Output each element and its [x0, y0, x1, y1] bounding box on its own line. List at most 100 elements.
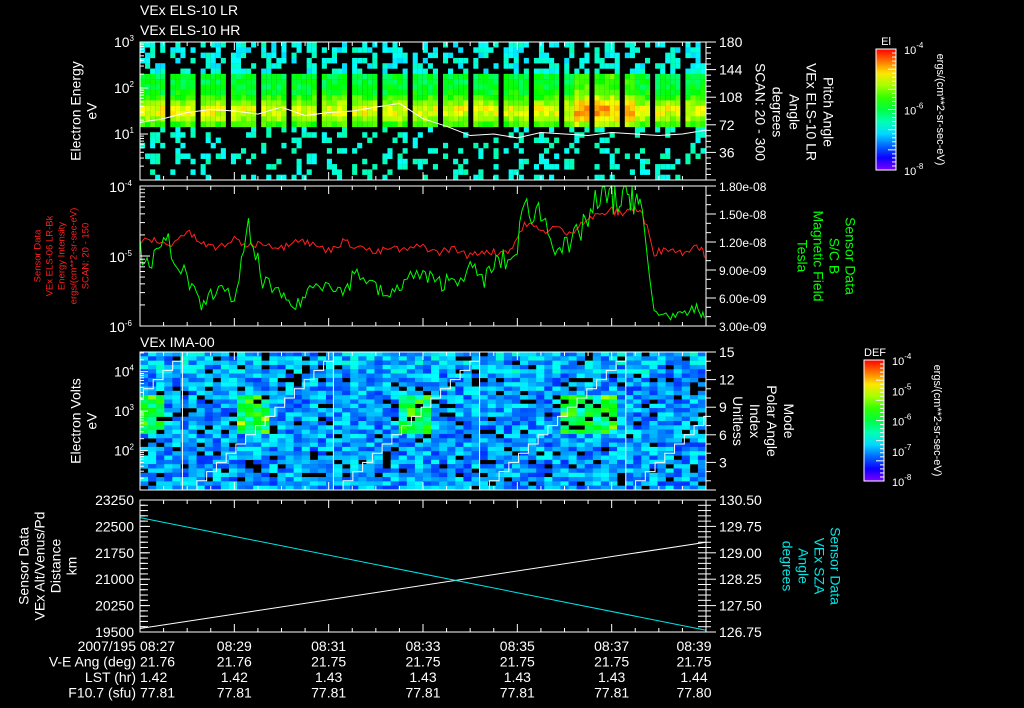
spectrogram-cell: [172, 459, 181, 465]
spectrogram-cell: [277, 369, 286, 374]
spectrogram-cell: [382, 356, 391, 361]
spectrogram-cell: [306, 57, 312, 64]
spectrogram-cell: [325, 459, 335, 465]
spectrogram-cell: [296, 158, 302, 165]
spectrogram-cell: [382, 377, 391, 383]
spectrogram-cell: [382, 390, 391, 396]
spectrogram-cell: [584, 464, 594, 469]
spectrogram-cell: [414, 390, 424, 396]
tick-exponent: -7: [904, 443, 912, 452]
spectrogram-cell: [700, 126, 706, 133]
spectrogram-cell: [342, 477, 351, 482]
spectrogram-cell: [261, 472, 270, 478]
spectrogram-cell: [508, 79, 514, 85]
spectrogram-cell: [639, 73, 646, 80]
spectrogram-cell: [432, 95, 438, 101]
spectrogram-cell: [235, 89, 242, 96]
spectrogram-cell: [362, 84, 368, 90]
spectrogram-cell: [414, 442, 424, 448]
spectrogram-cell: [334, 382, 343, 387]
spectrogram-cell: [503, 373, 513, 379]
spectrogram-cell: [431, 377, 440, 383]
tick-exponent: -5: [904, 382, 912, 391]
spectrogram-cell: [513, 95, 519, 101]
spectrogram-cell: [511, 425, 521, 430]
spectrogram-cell: [592, 412, 602, 417]
spectrogram-cell: [600, 373, 610, 379]
spectrogram-cell: [576, 408, 586, 413]
y-tick-label: 10-4: [109, 179, 132, 195]
spectrogram-cell: [579, 57, 585, 64]
spectrogram-cell: [681, 416, 691, 422]
spectrogram-cell: [253, 485, 262, 491]
spectrogram-cell: [276, 63, 282, 69]
spectrogram-cell: [220, 89, 226, 96]
spectrogram-cell: [210, 105, 216, 112]
spectrogram-cell: [358, 416, 367, 422]
spectrogram-cell: [633, 485, 642, 491]
spectrogram-cell: [528, 390, 537, 396]
spectrogram-cell: [665, 425, 674, 430]
spectrogram-cell: [204, 356, 214, 361]
spectrogram-cell: [156, 399, 165, 404]
spectrogram-cell: [689, 364, 699, 370]
spectrogram-cell: [228, 360, 238, 366]
spectrogram-cell: [617, 390, 626, 396]
spectrogram-cell: [697, 472, 707, 478]
spectrogram-cell: [306, 79, 312, 85]
spectrogram-cell: [150, 73, 156, 80]
spectrogram-cell: [695, 116, 701, 122]
spectrogram-cell: [309, 446, 319, 452]
spectrogram-cell: [634, 68, 640, 75]
spectrogram-cell: [536, 382, 545, 387]
spectrogram-cell: [479, 390, 488, 396]
spectrogram-cell: [487, 360, 497, 366]
spectrogram-cell: [414, 369, 424, 374]
spectrogram-cell: [681, 373, 691, 379]
spectrogram-cell: [538, 116, 545, 122]
spectrogram-cell: [148, 408, 157, 413]
spectrogram-cell: [306, 105, 312, 112]
spectrogram-cell: [331, 116, 337, 122]
spectrogram-cell: [366, 364, 375, 370]
spectrogram-cell: [614, 89, 620, 96]
spectrogram-cell: [390, 356, 400, 361]
spectrogram-cell: [495, 399, 505, 404]
spectrogram-cell: [150, 100, 156, 106]
spectrogram-cell: [228, 429, 238, 435]
spectrogram-cell: [317, 468, 327, 473]
y-tick-label: 22500: [95, 518, 134, 534]
spectrogram-cell: [487, 485, 497, 491]
spectrogram-cell: [285, 459, 294, 465]
spectrogram-cell: [625, 438, 634, 443]
spectrogram-cell: [301, 408, 311, 413]
y2-axis-label: Tesla: [794, 240, 810, 273]
spectrogram-cell: [200, 84, 206, 90]
spectrogram-cell: [382, 47, 388, 53]
spectrogram-cell: [487, 373, 497, 379]
spectrogram-cell: [576, 416, 586, 422]
spectrogram-cell: [414, 477, 424, 482]
spectrogram-cell: [629, 121, 635, 128]
spectrogram-cell: [180, 116, 186, 122]
spectrogram-cell: [533, 174, 539, 181]
spectrogram-cell: [520, 360, 529, 366]
spectrogram-cell: [293, 395, 303, 400]
spectrogram-cell: [414, 360, 424, 366]
spectrogram-cell: [625, 382, 634, 387]
spectrogram-cell: [350, 416, 359, 422]
spectrogram-cell: [673, 412, 683, 417]
spectrogram-cell: [392, 95, 398, 101]
spectrogram-cell: [443, 121, 449, 128]
spectrogram-cell: [398, 360, 408, 366]
spectrogram-cell: [478, 174, 484, 181]
spectrogram-cell: [641, 386, 650, 392]
spectrogram-cell: [245, 352, 254, 357]
spectrogram-cell: [185, 73, 191, 80]
spectrogram-cell: [196, 373, 205, 379]
spectrogram-cell: [560, 425, 569, 430]
spectrogram-cell: [594, 84, 600, 90]
spectrogram-cell: [447, 459, 456, 465]
spectrogram-cell: [487, 425, 497, 430]
spectrogram-cell: [560, 377, 569, 383]
